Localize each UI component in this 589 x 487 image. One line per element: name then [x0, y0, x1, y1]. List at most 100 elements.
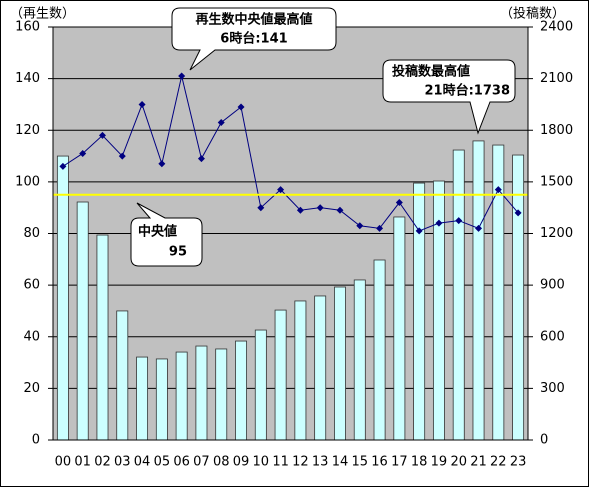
y2-tick-label: 600	[540, 329, 565, 344]
bar	[452, 149, 465, 441]
marker	[237, 103, 245, 111]
x-tick-label: 17	[391, 455, 408, 470]
marker	[277, 186, 285, 194]
y-tick-label: 120	[15, 123, 40, 138]
marker	[395, 199, 403, 207]
annotation-text: 95	[169, 245, 187, 260]
bar	[314, 295, 327, 441]
marker	[79, 149, 87, 157]
x-tick-label: 08	[213, 455, 230, 470]
x-tick-label: 02	[94, 455, 111, 470]
marker	[316, 204, 324, 212]
marker	[98, 131, 106, 139]
marker	[514, 209, 522, 217]
y2-tick-label: 1800	[540, 123, 573, 138]
x-tick-label: 13	[312, 455, 329, 470]
y2-tick-label: 2400	[540, 20, 573, 35]
marker	[59, 162, 67, 170]
bar	[215, 348, 228, 441]
bar	[195, 345, 208, 441]
marker	[197, 155, 205, 163]
x-tick-label: 01	[74, 455, 91, 470]
annotation-text: 6時台:141	[220, 31, 287, 47]
x-tick-label: 18	[411, 455, 428, 470]
layer: 0204060801001201401600300600900120015001…	[15, 20, 573, 470]
bar	[393, 216, 406, 441]
marker	[475, 224, 483, 232]
annotation-title: 投稿数最高値	[392, 64, 470, 80]
y-tick-label: 60	[23, 278, 40, 293]
bar	[155, 358, 168, 441]
callout	[130, 202, 203, 267]
bar	[512, 154, 525, 441]
x-tick-label: 19	[431, 455, 448, 470]
bar	[274, 309, 287, 441]
x-tick-label: 23	[510, 455, 527, 470]
y-tick-label: 140	[15, 71, 40, 86]
bar	[116, 310, 129, 441]
marker	[336, 206, 344, 214]
marker	[178, 72, 186, 80]
x-tick-label: 00	[55, 455, 72, 470]
x-tick-label: 14	[332, 455, 349, 470]
bar	[353, 279, 366, 441]
annotation-title: 再生数中央値最高値	[195, 12, 312, 28]
x-tick-label: 16	[371, 455, 388, 470]
y-axis-label: （再生数）	[10, 7, 75, 22]
annotation-text: 21時台:1738	[425, 83, 510, 99]
y-tick-label: 40	[23, 329, 40, 344]
annotations: 再生数中央値最高値 6時台:141 投稿数最高値 21時台:1738 中央値 9…	[130, 7, 516, 267]
y2-tick-label: 2100	[540, 71, 573, 86]
marker	[415, 227, 423, 235]
x-tick-label: 11	[272, 455, 289, 470]
callout	[382, 59, 516, 135]
bar	[136, 356, 149, 441]
bar	[334, 286, 346, 441]
annotation-title: 中央値	[138, 224, 177, 240]
marker	[257, 204, 265, 212]
y-tick-label: 80	[23, 226, 40, 241]
y-tick-label: 20	[23, 381, 40, 396]
y-tick-label: 160	[15, 20, 40, 35]
marker	[435, 219, 443, 227]
bar	[413, 182, 426, 441]
x-tick-label: 07	[193, 455, 210, 470]
x-tick-label: 12	[292, 455, 309, 470]
x-tick-label: 21	[470, 455, 487, 470]
x-tick-label: 20	[450, 455, 467, 470]
bar	[56, 155, 69, 441]
marker	[296, 206, 304, 214]
x-tick-label: 04	[134, 455, 151, 470]
bar	[96, 234, 109, 441]
y2-axis-label: （投稿数）	[500, 6, 565, 22]
line	[62, 75, 519, 232]
y2-tick-label: 1500	[540, 174, 573, 189]
marker	[356, 222, 364, 230]
marker	[494, 186, 502, 194]
x-tick-label: 15	[351, 455, 368, 470]
bar	[254, 329, 267, 441]
marker	[376, 224, 384, 232]
marker	[158, 160, 166, 168]
x-tick-label: 06	[173, 455, 190, 470]
x-tick-label: 09	[233, 455, 250, 470]
y2-tick-label: 0	[540, 433, 548, 448]
bar	[472, 140, 485, 441]
marker	[455, 217, 463, 225]
bar	[294, 300, 307, 441]
x-tick-label: 03	[114, 455, 131, 470]
bar	[76, 201, 89, 441]
bar	[373, 259, 386, 441]
callout	[171, 7, 337, 71]
bar	[235, 340, 247, 441]
bar	[175, 351, 188, 441]
y-tick-label: 0	[32, 433, 40, 448]
y-tick-label: 100	[15, 174, 40, 189]
marker	[217, 119, 225, 127]
marker	[118, 152, 126, 160]
y2-tick-label: 900	[540, 278, 565, 293]
x-tick-label: 10	[253, 455, 270, 470]
x-tick-label: 05	[154, 455, 171, 470]
